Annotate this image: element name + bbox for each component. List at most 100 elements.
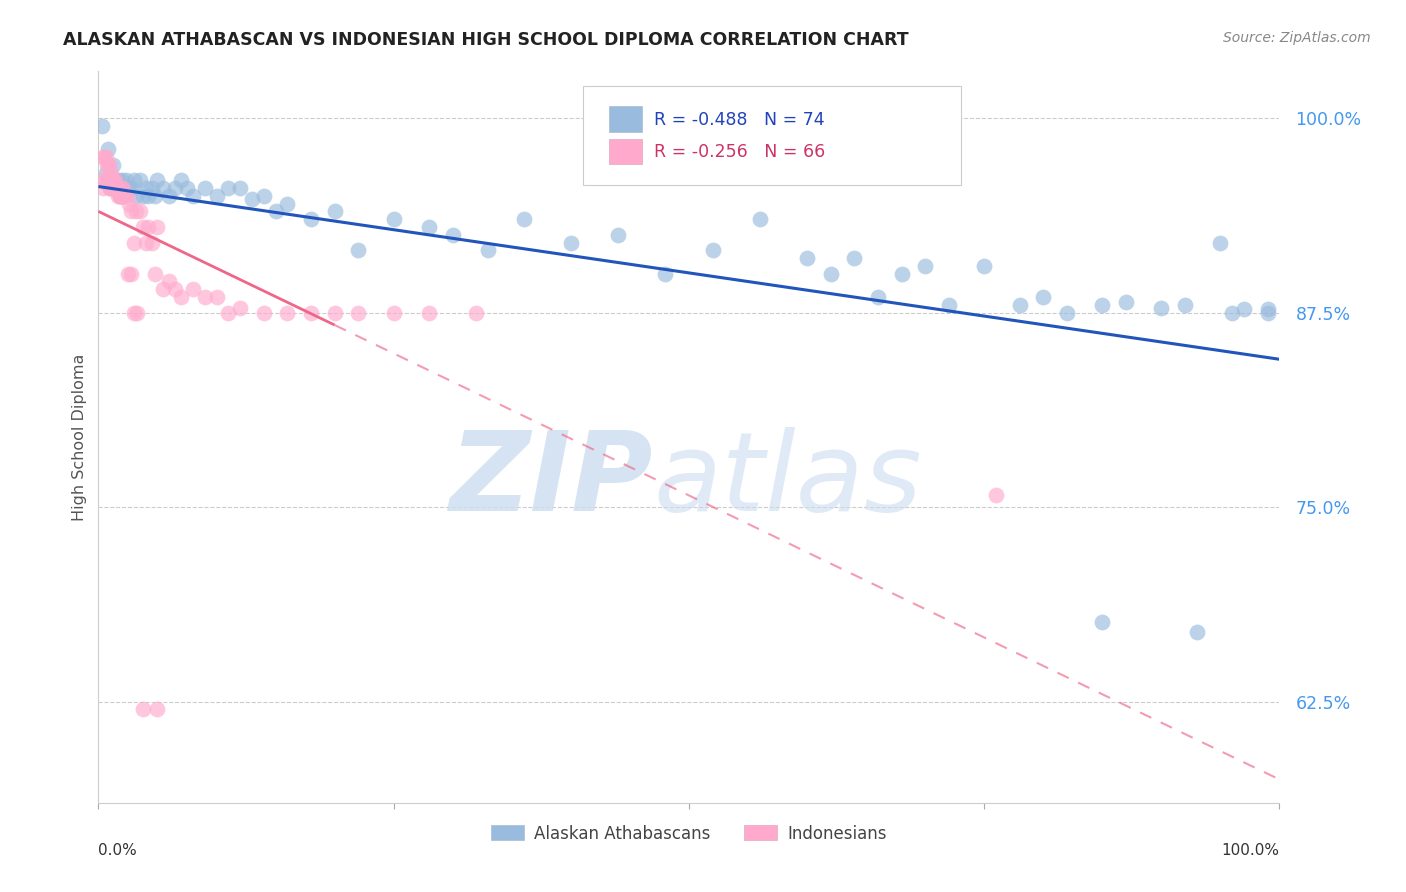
Point	[117, 181, 139, 195]
Point	[217, 305, 239, 319]
Point	[217, 181, 239, 195]
Point	[101, 158, 124, 172]
Point	[165, 282, 187, 296]
Point	[108, 189, 131, 203]
Point	[276, 196, 298, 211]
Text: 0.0%: 0.0%	[98, 843, 138, 858]
Point	[122, 173, 145, 187]
Point	[170, 173, 193, 187]
Point	[299, 305, 322, 319]
Point	[914, 259, 936, 273]
Text: ALASKAN ATHABASCAN VS INDONESIAN HIGH SCHOOL DIPLOMA CORRELATION CHART: ALASKAN ATHABASCAN VS INDONESIAN HIGH SC…	[63, 31, 908, 49]
Point	[94, 173, 117, 187]
Point	[264, 204, 287, 219]
Point	[1032, 290, 1054, 304]
Point	[108, 189, 131, 203]
Point	[105, 181, 128, 195]
Point	[347, 305, 370, 319]
Point	[890, 267, 912, 281]
Point	[98, 181, 121, 195]
Point	[796, 251, 818, 265]
Point	[1257, 305, 1279, 319]
Point	[104, 173, 127, 187]
Point	[132, 189, 155, 203]
Point	[146, 702, 169, 716]
Point	[136, 219, 159, 234]
Point	[253, 305, 276, 319]
Point	[115, 189, 138, 203]
Point	[122, 235, 145, 250]
Point	[135, 181, 157, 195]
Point	[143, 189, 166, 203]
Point	[98, 181, 121, 195]
Point	[382, 212, 405, 227]
Point	[107, 173, 129, 187]
Point	[844, 251, 866, 265]
Point	[323, 305, 346, 319]
Point	[118, 196, 141, 211]
Point	[122, 305, 145, 319]
Point	[347, 244, 370, 258]
FancyBboxPatch shape	[582, 86, 960, 185]
Point	[1091, 298, 1114, 312]
Point	[97, 158, 120, 172]
Point	[110, 181, 132, 195]
Point	[105, 181, 128, 195]
FancyBboxPatch shape	[609, 138, 641, 164]
Point	[135, 235, 157, 250]
Point	[240, 192, 263, 206]
Point	[101, 173, 124, 187]
Text: 100.0%: 100.0%	[1222, 843, 1279, 858]
Point	[107, 189, 129, 203]
Point	[105, 181, 128, 195]
Point	[441, 227, 464, 242]
Point	[1233, 302, 1256, 317]
Point	[1220, 305, 1243, 319]
Point	[654, 267, 676, 281]
Point	[98, 158, 121, 172]
Point	[125, 189, 148, 203]
Point	[1150, 301, 1173, 315]
Point	[105, 181, 128, 195]
Point	[194, 181, 217, 195]
Point	[94, 150, 117, 164]
Point	[418, 219, 440, 234]
Point	[136, 189, 159, 203]
Point	[702, 244, 724, 258]
Point	[152, 181, 174, 195]
Point	[112, 181, 135, 195]
Point	[820, 267, 842, 281]
Point	[127, 305, 149, 319]
Point	[176, 181, 198, 195]
Point	[560, 235, 582, 250]
Point	[229, 301, 252, 315]
FancyBboxPatch shape	[609, 106, 641, 132]
Point	[141, 181, 163, 195]
Point	[1115, 294, 1137, 309]
Point	[181, 189, 204, 203]
Y-axis label: High School Diploma: High School Diploma	[72, 353, 87, 521]
Point	[477, 244, 499, 258]
Point	[97, 173, 120, 187]
Point	[465, 305, 488, 319]
Point	[1056, 305, 1078, 319]
Point	[98, 181, 121, 195]
Point	[229, 181, 252, 195]
Point	[866, 290, 889, 304]
Point	[323, 204, 346, 219]
Point	[748, 212, 770, 227]
Point	[117, 267, 139, 281]
Point	[418, 305, 440, 319]
Point	[141, 235, 163, 250]
Point	[194, 290, 217, 304]
Point	[1257, 302, 1279, 317]
Point	[100, 165, 122, 179]
Point	[91, 181, 114, 195]
Point	[181, 282, 204, 296]
Point	[128, 204, 150, 219]
Point	[91, 173, 114, 187]
Point	[938, 298, 960, 312]
Point	[101, 173, 124, 187]
Point	[96, 158, 118, 172]
Legend: Alaskan Athabascans, Indonesians: Alaskan Athabascans, Indonesians	[484, 818, 894, 849]
